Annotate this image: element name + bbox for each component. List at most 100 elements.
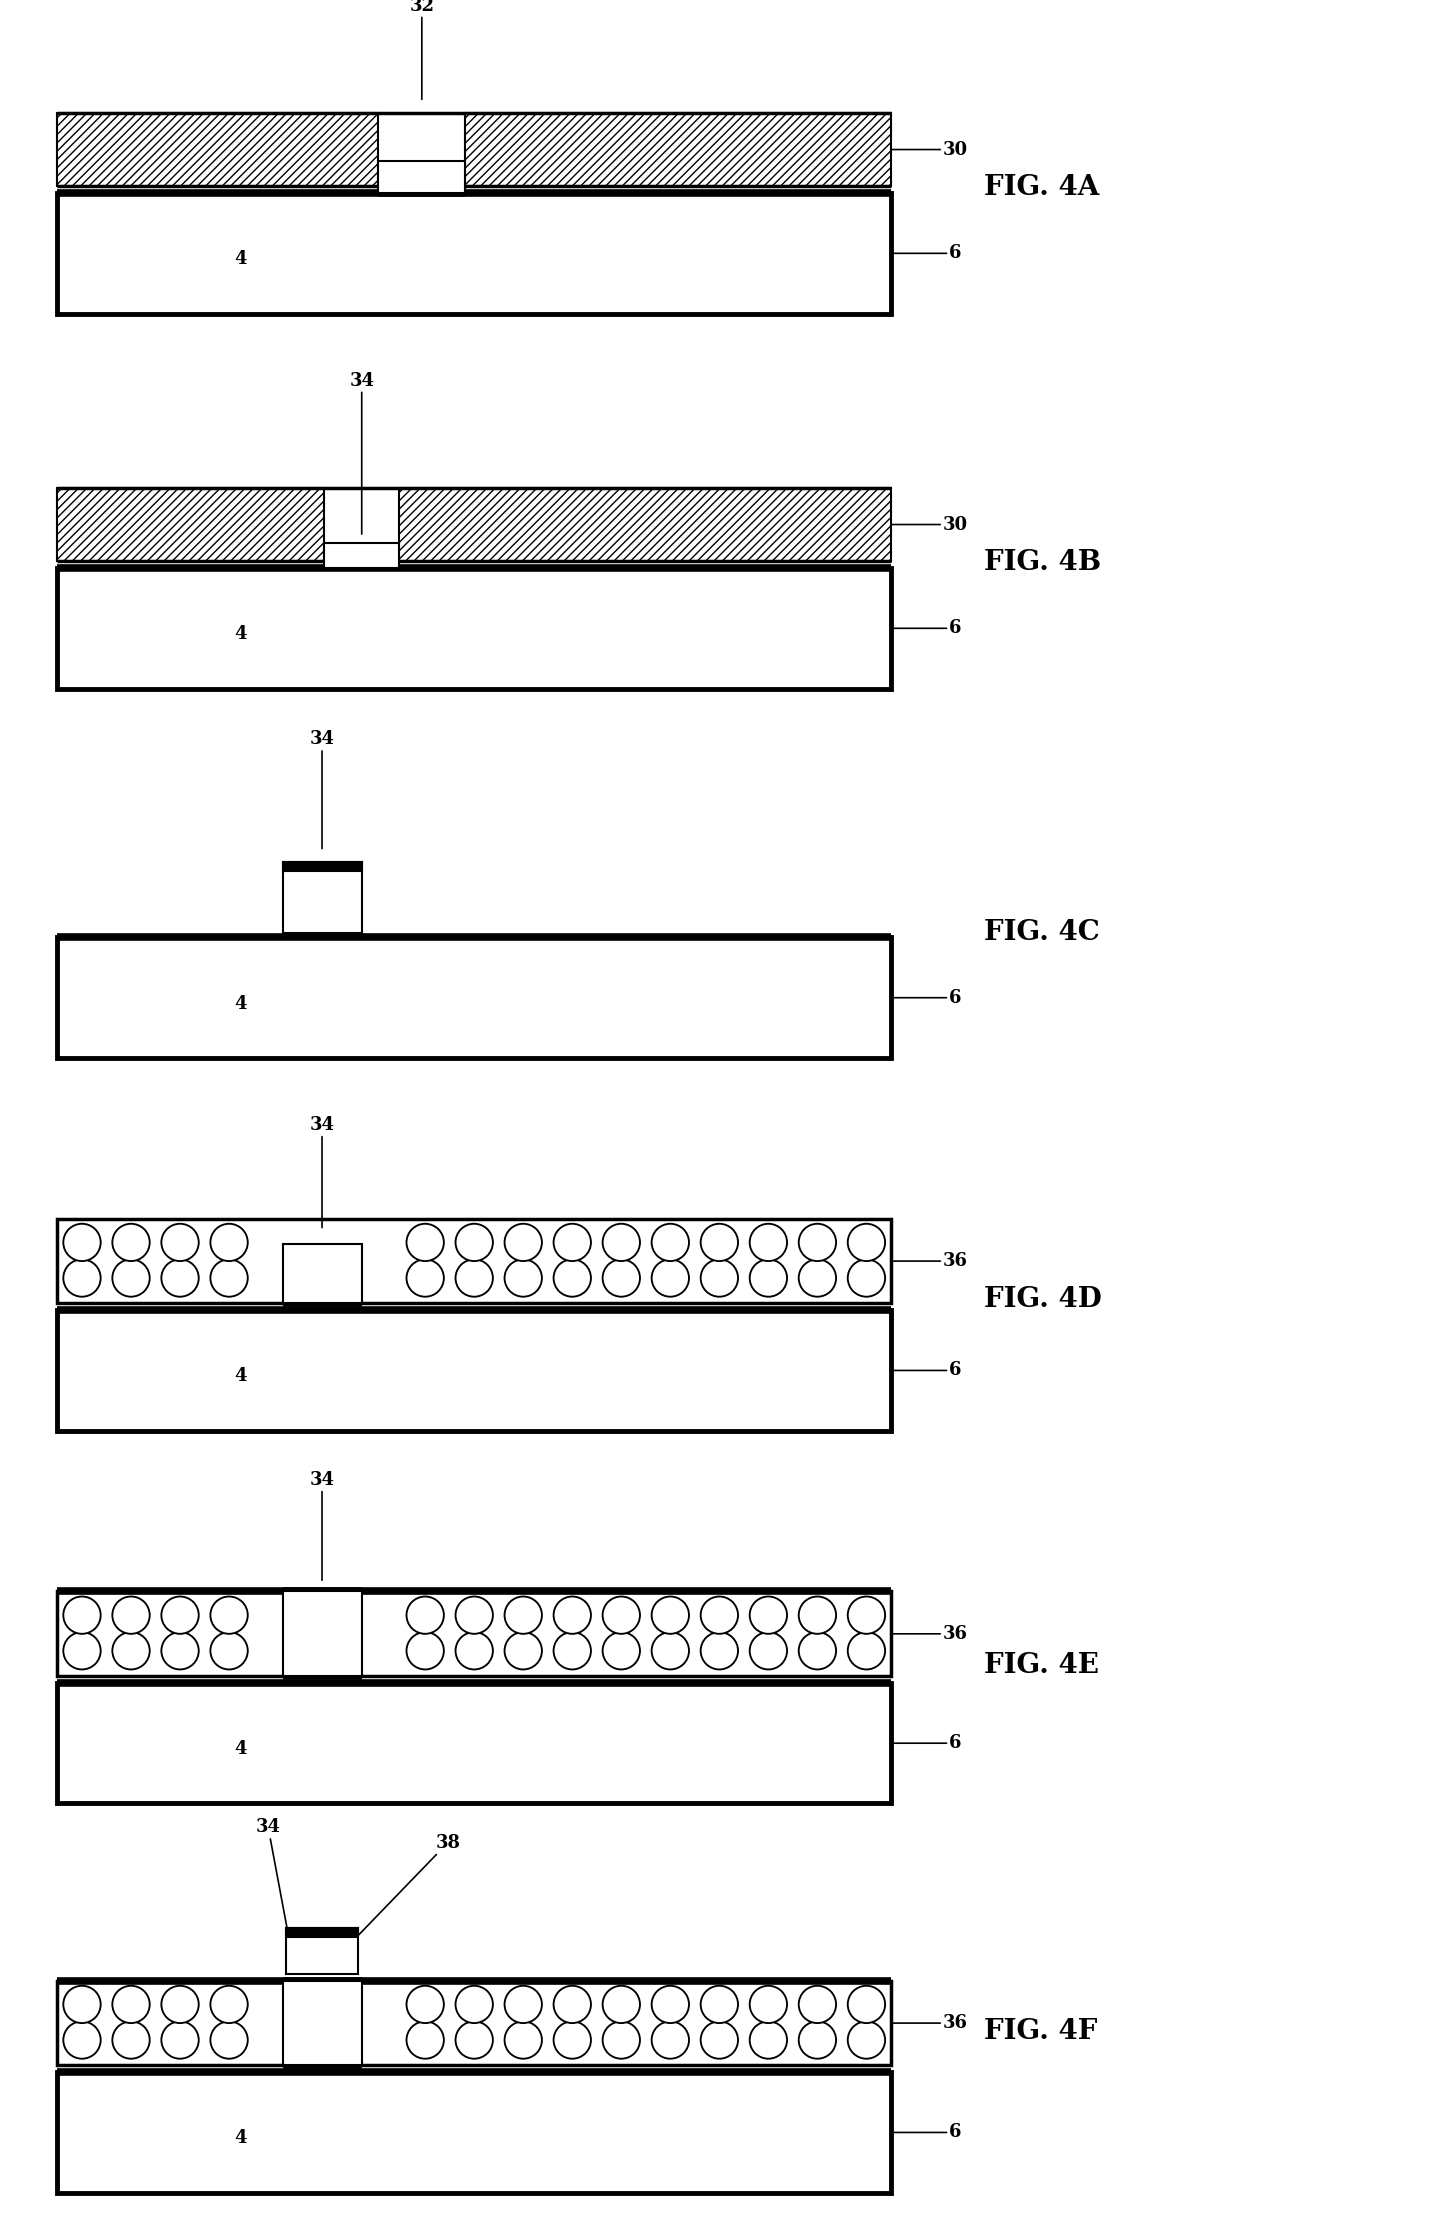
Text: 32: 32 (410, 0, 434, 98)
Text: 34: 34 (256, 1819, 290, 1946)
Ellipse shape (63, 1986, 101, 2022)
Bar (57, 567, 891, 687)
Bar (325, 542, 399, 567)
Ellipse shape (210, 2022, 247, 2058)
Bar (57, 1591, 891, 1676)
Ellipse shape (161, 1986, 198, 2022)
Ellipse shape (112, 1596, 149, 1634)
Ellipse shape (750, 1259, 787, 1297)
Ellipse shape (750, 1632, 787, 1670)
Ellipse shape (701, 1259, 739, 1297)
Ellipse shape (504, 1986, 542, 2022)
Ellipse shape (210, 1632, 247, 1670)
Text: 6: 6 (891, 1734, 961, 1752)
Bar (57, 2071, 891, 2192)
Ellipse shape (112, 2022, 149, 2058)
Ellipse shape (504, 1259, 542, 1297)
Ellipse shape (210, 1986, 247, 2022)
Ellipse shape (799, 1259, 836, 1297)
Ellipse shape (848, 1596, 885, 1634)
Ellipse shape (750, 1596, 787, 1634)
Text: 4: 4 (234, 1741, 247, 1759)
Text: FIG. 4A: FIG. 4A (984, 174, 1099, 201)
Ellipse shape (651, 2022, 688, 2058)
Text: 4: 4 (234, 995, 247, 1013)
Ellipse shape (750, 2022, 787, 2058)
Ellipse shape (63, 1632, 101, 1670)
Ellipse shape (651, 1986, 688, 2022)
Text: 34: 34 (349, 371, 374, 533)
Text: 34: 34 (309, 730, 335, 848)
Bar (466, 112, 891, 185)
Ellipse shape (161, 1223, 198, 1261)
Ellipse shape (407, 1259, 444, 1297)
Ellipse shape (456, 2022, 493, 2058)
Text: 4: 4 (234, 1368, 247, 1386)
Text: 4: 4 (234, 250, 247, 268)
Ellipse shape (701, 1223, 739, 1261)
Text: 30: 30 (891, 141, 969, 158)
Bar (378, 161, 466, 192)
Ellipse shape (553, 1632, 591, 1670)
Bar (57, 1980, 891, 2065)
Ellipse shape (407, 1986, 444, 2022)
Ellipse shape (553, 1223, 591, 1261)
Ellipse shape (651, 1632, 688, 1670)
Text: FIG. 4F: FIG. 4F (984, 2018, 1098, 2045)
Text: 34: 34 (309, 1116, 335, 1228)
Ellipse shape (63, 1259, 101, 1297)
Text: FIG. 4B: FIG. 4B (984, 549, 1102, 576)
Ellipse shape (553, 1596, 591, 1634)
Ellipse shape (602, 1596, 639, 1634)
Ellipse shape (456, 1632, 493, 1670)
Text: 30: 30 (891, 516, 969, 533)
Ellipse shape (63, 1596, 101, 1634)
Text: 6: 6 (891, 2123, 961, 2140)
Bar (57, 194, 891, 312)
Ellipse shape (602, 1632, 639, 1670)
Ellipse shape (161, 1596, 198, 1634)
Ellipse shape (63, 2022, 101, 2058)
Bar (283, 1591, 362, 1676)
Ellipse shape (701, 1632, 739, 1670)
Ellipse shape (602, 2022, 639, 2058)
Ellipse shape (504, 1632, 542, 1670)
Text: 4: 4 (234, 2129, 247, 2147)
Ellipse shape (504, 2022, 542, 2058)
Bar (57, 937, 891, 1058)
Ellipse shape (602, 1259, 639, 1297)
Bar (283, 1980, 362, 2065)
Text: 36: 36 (891, 1625, 969, 1643)
Ellipse shape (799, 1986, 836, 2022)
Ellipse shape (750, 1223, 787, 1261)
Bar (286, 1928, 358, 1973)
Text: 34: 34 (309, 1471, 335, 1580)
Bar (283, 862, 362, 870)
Ellipse shape (456, 1986, 493, 2022)
Ellipse shape (799, 1223, 836, 1261)
Bar (57, 1683, 891, 1803)
Ellipse shape (407, 1632, 444, 1670)
Text: FIG. 4E: FIG. 4E (984, 1652, 1099, 1678)
Bar (57, 489, 325, 560)
Bar (399, 489, 891, 560)
Ellipse shape (553, 1259, 591, 1297)
Ellipse shape (161, 2022, 198, 2058)
Ellipse shape (848, 1986, 885, 2022)
Ellipse shape (651, 1223, 688, 1261)
Text: 6: 6 (891, 1362, 961, 1379)
Ellipse shape (112, 1986, 149, 2022)
Ellipse shape (210, 1596, 247, 1634)
Ellipse shape (112, 1259, 149, 1297)
Ellipse shape (112, 1632, 149, 1670)
Ellipse shape (848, 2022, 885, 2058)
Ellipse shape (799, 1632, 836, 1670)
Text: FIG. 4D: FIG. 4D (984, 1286, 1102, 1312)
Bar (57, 112, 378, 185)
Ellipse shape (456, 1259, 493, 1297)
Ellipse shape (504, 1596, 542, 1634)
Bar (283, 862, 362, 933)
Text: 6: 6 (891, 618, 961, 638)
Ellipse shape (504, 1223, 542, 1261)
Ellipse shape (456, 1596, 493, 1634)
